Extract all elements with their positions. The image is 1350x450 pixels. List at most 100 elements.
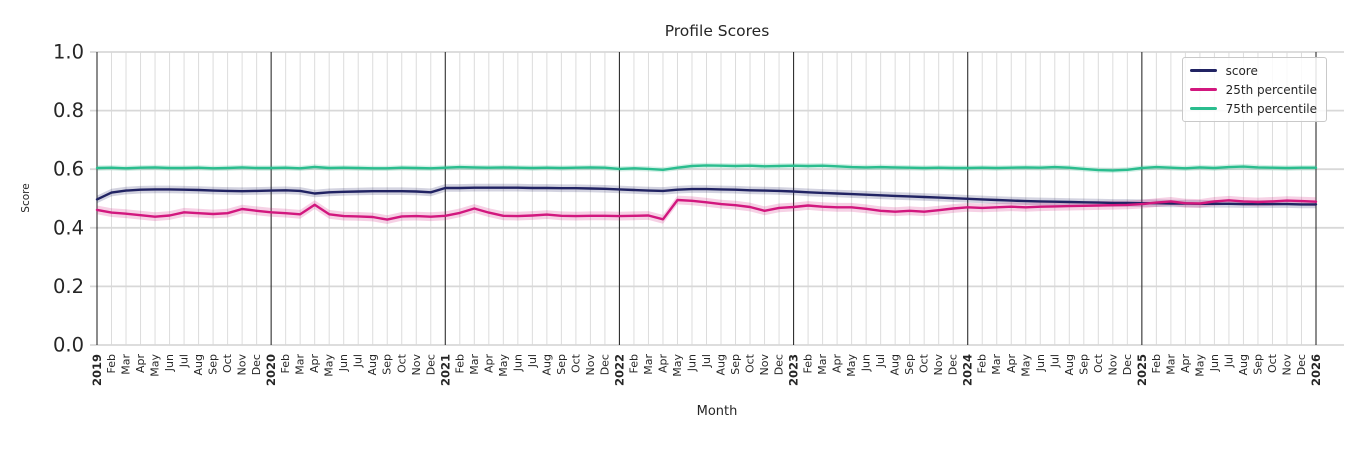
x-tick-label-year: 2019 xyxy=(90,354,104,386)
x-tick-label-year: 2025 xyxy=(1135,354,1149,386)
x-tick-label-month: Jun xyxy=(163,354,176,372)
x-tick-label-month: Dec xyxy=(947,354,960,375)
x-tick-label-month: Apr xyxy=(134,354,147,374)
x-tick-label-month: Sep xyxy=(1251,354,1264,375)
x-tick-label-month: Nov xyxy=(584,354,597,376)
x-tick-label-month: Dec xyxy=(1121,354,1134,375)
legend-item-75th-percentile: 75th percentile xyxy=(1189,101,1317,116)
x-tick-label-month: Jul xyxy=(526,354,539,368)
x-tick-label-month: Aug xyxy=(540,354,553,375)
y-tick-label: 0.0 xyxy=(53,334,84,357)
x-tick-label-month: Mar xyxy=(468,354,481,375)
legend-item-score: score xyxy=(1189,63,1317,78)
legend: score 25th percentile 75th percentile xyxy=(1181,57,1327,122)
x-tick-label-month: Mar xyxy=(120,354,133,375)
x-tick-label-month: Apr xyxy=(1005,354,1018,374)
x-tick-label-month: Apr xyxy=(656,354,669,374)
x-tick-label-month: Nov xyxy=(236,354,249,376)
y-axis-label: Score xyxy=(20,183,32,213)
x-tick-label-month: Dec xyxy=(1295,354,1308,375)
x-tick-label-month: Sep xyxy=(555,354,568,375)
x-tick-label-month: Nov xyxy=(1280,354,1293,376)
x-tick-label-month: Sep xyxy=(207,354,220,375)
x-tick-label-year: 2024 xyxy=(961,354,975,386)
x-tick-label-month: Jun xyxy=(1034,354,1047,372)
x-tick-label-month: Mar xyxy=(642,354,655,375)
x-tick-label-month: Oct xyxy=(221,353,234,373)
x-tick-label-month: Aug xyxy=(366,354,379,375)
x-tick-label-month: Dec xyxy=(598,354,611,375)
x-tick-label-month: Mar xyxy=(294,354,307,375)
x-tick-label-month: Feb xyxy=(279,354,292,373)
x-tick-label-month: Apr xyxy=(831,354,844,374)
x-tick-label-month: Oct xyxy=(569,353,582,373)
x-tick-label-month: Oct xyxy=(744,353,757,373)
series-band-score xyxy=(97,183,1316,209)
x-tick-label-month: Dec xyxy=(424,354,437,375)
x-tick-label-month: May xyxy=(323,354,336,377)
y-tick-label: 0.8 xyxy=(53,99,84,122)
series-band-75th-percentile xyxy=(97,162,1316,173)
x-tick-label-month: Jun xyxy=(860,354,873,372)
x-tick-label-month: Jul xyxy=(1048,354,1061,368)
series-line-75th-percentile xyxy=(95,164,1318,172)
x-tick-label-month: Apr xyxy=(308,354,321,374)
x-tick-label-month: Nov xyxy=(758,354,771,376)
x-tick-label-month: May xyxy=(149,354,162,377)
x-tick-label-month: Dec xyxy=(773,354,786,375)
y-tick-label: 0.2 xyxy=(53,275,84,298)
x-tick-label-month: Aug xyxy=(1063,354,1076,375)
x-tick-label-month: Apr xyxy=(1179,354,1192,374)
x-tick-label-month: Mar xyxy=(816,354,829,375)
x-tick-label-month: Feb xyxy=(627,354,640,373)
y-tick-label: 1.0 xyxy=(53,41,84,64)
x-tick-label-month: Sep xyxy=(1077,354,1090,375)
x-tick-label-month: Feb xyxy=(1150,354,1163,373)
x-tick-label-month: May xyxy=(1019,354,1032,377)
x-tick-label-month: May xyxy=(497,354,510,377)
x-tick-label-month: Mar xyxy=(1164,354,1177,375)
x-tick-label-month: Feb xyxy=(105,354,118,373)
x-tick-label-year: 2020 xyxy=(264,354,278,386)
x-tick-label-month: Jul xyxy=(1222,354,1235,368)
legend-swatch-75th-percentile xyxy=(1189,107,1217,110)
x-tick-label-month: Jul xyxy=(874,354,887,368)
x-tick-label-month: Aug xyxy=(1237,354,1250,375)
x-tick-label-year: 2021 xyxy=(438,354,452,386)
x-tick-label-month: Nov xyxy=(932,354,945,376)
x-tick-label-month: Jul xyxy=(352,354,365,368)
x-tick-label-month: Mar xyxy=(990,354,1003,375)
x-tick-label-month: Feb xyxy=(802,354,815,373)
x-tick-label-month: Sep xyxy=(903,354,916,375)
x-tick-label-month: Oct xyxy=(1092,353,1105,373)
x-tick-label-month: Nov xyxy=(410,354,423,376)
x-tick-label-month: Oct xyxy=(395,353,408,373)
legend-swatch-score xyxy=(1189,69,1217,72)
x-axis-label: Month xyxy=(696,404,738,419)
x-tick-label-month: May xyxy=(845,354,858,377)
x-tick-label-month: Oct xyxy=(918,353,931,373)
legend-label-25th-percentile: 25th percentile xyxy=(1225,82,1317,97)
x-tick-label-month: Jun xyxy=(511,354,524,372)
x-tick-label-month: Jun xyxy=(685,354,698,372)
series-line-score xyxy=(95,186,1318,206)
x-tick-label-month: Feb xyxy=(976,354,989,373)
legend-swatch-25th-percentile xyxy=(1189,88,1217,91)
chart-title: Profile Scores xyxy=(664,22,770,40)
x-tick-label-year: 2026 xyxy=(1309,354,1323,386)
x-tick-label-month: Feb xyxy=(453,354,466,373)
x-tick-label-month: Jul xyxy=(700,354,713,368)
y-tick-label: 0.6 xyxy=(53,158,84,181)
x-tick-label-month: May xyxy=(671,354,684,377)
x-tick-label-month: Aug xyxy=(889,354,902,375)
legend-item-25th-percentile: 25th percentile xyxy=(1189,82,1317,97)
x-tick-label-month: Aug xyxy=(192,354,205,375)
x-tick-label-month: Nov xyxy=(1106,354,1119,376)
x-tick-label-month: Aug xyxy=(715,354,728,375)
x-tick-label-month: Dec xyxy=(250,354,263,375)
legend-label-75th-percentile: 75th percentile xyxy=(1225,101,1317,116)
x-tick-label-month: Oct xyxy=(1266,353,1279,373)
legend-label-score: score xyxy=(1225,63,1258,78)
